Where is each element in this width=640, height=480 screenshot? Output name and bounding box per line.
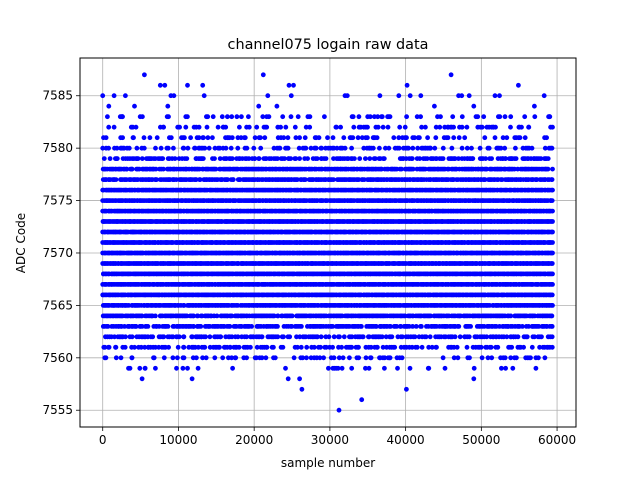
data-point [452, 156, 458, 162]
data-point [549, 292, 555, 298]
data-point [161, 166, 166, 172]
data-point [550, 250, 555, 256]
data-point [213, 166, 219, 172]
data-point [550, 208, 555, 214]
data-point [550, 303, 555, 308]
data-point [154, 177, 160, 183]
data-point [246, 156, 252, 162]
data-point [160, 156, 166, 162]
data-point [549, 177, 555, 183]
data-point [483, 156, 488, 162]
data-point [399, 166, 404, 172]
data-point [372, 156, 378, 162]
data-point [363, 156, 368, 162]
data-point [153, 166, 159, 172]
data-point [423, 166, 428, 172]
data-point [409, 156, 415, 162]
data-point [217, 156, 223, 162]
data-point [124, 166, 130, 172]
data-points [100, 72, 555, 413]
data-point [484, 166, 490, 172]
data-point [545, 166, 551, 172]
data-point [184, 156, 190, 162]
data-point [229, 156, 235, 162]
data-point [424, 156, 430, 162]
data-point [193, 177, 199, 183]
data-point [440, 156, 446, 162]
data-point [323, 156, 329, 162]
data-point [456, 156, 461, 162]
data-point [550, 166, 555, 172]
data-point [381, 156, 387, 162]
data-point [129, 166, 135, 172]
data-point [275, 156, 280, 162]
chart-title: channel075 logain raw data [228, 37, 429, 53]
data-point [538, 156, 544, 162]
data-point [550, 187, 555, 193]
data-point [289, 313, 295, 319]
data-point [230, 177, 236, 183]
data-point [295, 177, 300, 183]
data-point [303, 177, 308, 183]
data-point [482, 177, 488, 183]
data-point [252, 156, 258, 162]
data-point [297, 156, 302, 162]
data-point [367, 156, 373, 162]
data-point [107, 156, 113, 162]
data-point [550, 282, 555, 287]
data-point [153, 313, 158, 319]
data-point [293, 156, 299, 162]
data-point [288, 156, 294, 162]
data-point [417, 156, 423, 162]
data-point [503, 156, 508, 162]
data-point [212, 156, 217, 162]
data-point [256, 156, 262, 162]
data-point [549, 198, 555, 204]
data-point [545, 156, 551, 162]
data-point [101, 156, 107, 162]
data-point [200, 156, 206, 162]
data-point [172, 156, 178, 162]
data-point [314, 156, 320, 162]
data-point [282, 156, 287, 162]
data-point [549, 261, 555, 266]
data-point [113, 177, 119, 183]
data-point [550, 229, 555, 235]
data-point [357, 156, 363, 162]
data-point [470, 156, 476, 162]
data-point [550, 219, 555, 224]
data-point [114, 156, 120, 162]
data-point [197, 177, 203, 183]
data-point [352, 156, 357, 162]
data-point [379, 166, 384, 172]
data-point [139, 156, 145, 162]
data-point [305, 156, 310, 162]
data-point [135, 156, 141, 162]
data-point [489, 156, 494, 162]
data-point [410, 166, 416, 172]
data-point [331, 177, 336, 183]
data-point [513, 156, 519, 162]
data-point [225, 177, 231, 183]
data-point [550, 240, 555, 245]
data-point [550, 271, 555, 277]
